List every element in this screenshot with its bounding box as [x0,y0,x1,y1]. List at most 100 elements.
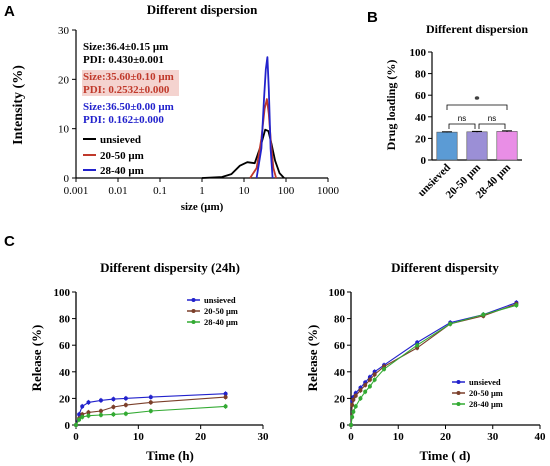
chart-c2-xtick-label: 20 [440,431,452,443]
chart-c2-data-point [358,388,363,393]
chart-c2-title: Different dispersity [391,260,499,275]
chart-a-xtick-label: 0.001 [64,185,89,197]
chart-c1-data-point [98,409,103,414]
size-distribution-chart: Different dispersion Intensity (%) size … [11,2,340,213]
chart-c2-data-point [382,367,387,372]
series-line-1 [249,98,277,179]
chart-a-ytick-label: 0 [64,173,70,185]
chart-c1-ytick-label: 80 [59,314,71,326]
chart-a-legend: unsieved 20-50 μm 28-40 μm [83,134,144,177]
chart-c2-data-point [353,393,358,398]
chart-c2-legend: unsieved 20-50 μm 28-40 μm [452,377,503,409]
chart-c2-ytick-label: 80 [334,314,346,326]
chart-c2-data-point [358,396,363,401]
significance-bracket [448,123,476,129]
significance-label: ns [488,114,496,123]
chart-c1-data-point [86,400,91,405]
chart-a-ytick-label: 30 [58,25,70,37]
annotation-20-50-size: Size:35.60±0.10 μm [83,71,174,83]
chart-c1-data-point [80,404,85,409]
chart-c2-data-point [367,384,372,389]
chart-c1-data-point [98,413,103,418]
chart-b-ytick-label: 0 [421,155,427,167]
chart-b-ytick-label: 60 [415,90,427,102]
legend-c2-unsieved-marker [456,380,461,384]
chart-c1-ytick-label: 0 [65,420,71,432]
chart-c2-xtick-label: 40 [535,431,547,443]
legend-c2-28-40-label: 28-40 μm [469,399,503,409]
chart-a-xtick-label: 100 [278,185,295,197]
series-line-2 [255,56,274,179]
chart-c2-data-point [351,409,356,414]
legend-a-20-50-label: 20-50 μm [100,150,144,162]
annotation-28-40-pdi: PDI: 0.162±0.000 [83,114,164,126]
chart-b-ytick-label: 100 [410,47,427,59]
chart-c2-data-point [353,404,358,409]
panel-letter-b: B [367,9,378,26]
chart-c2-xtick-label: 0 [348,431,354,443]
chart-c2-data-point [372,372,377,377]
chart-c1-data-point [148,409,153,414]
legend-a-unsieved-label: unsieved [100,134,141,146]
legend-c1-28-40-marker [191,320,196,324]
significance-label: ns [458,114,466,123]
chart-c1-data-point [80,415,85,420]
chart-c1-data-point [86,413,91,418]
chart-c2-ytick-label: 100 [329,287,346,299]
legend-c1-28-40-label: 28-40 μm [204,317,238,327]
chart-c2-data-point [363,383,368,388]
legend-c1-20-50-marker [191,309,196,313]
chart-b-ytick-label: 40 [415,112,427,124]
chart-c1-data-point [223,391,228,396]
chart-c1-ytick-label: 20 [59,393,71,405]
chart-a-xtick-label: 1000 [317,185,340,197]
chart-b-title: Different dispersion [426,22,528,36]
chart-c1-data-point [77,417,82,422]
panel-letter-c: C [4,233,15,250]
chart-c1-xlabel: Time (h) [146,448,194,463]
chart-c2-ylabel: Release (%) [305,325,320,392]
chart-c2-data-point [372,377,377,382]
release-days-chart: Different dispersity Release (%) Time ( … [305,260,546,463]
chart-c2-data-point [350,403,355,408]
significance-bracket [446,104,508,110]
annotation-28-40-size: Size:36.50±0.00 μm [83,101,174,113]
annotation-20-50-pdi: PDI: 0.2532±0.000 [83,84,170,96]
chart-c1-data-point [223,404,228,409]
chart-c1-xtick-label: 10 [133,431,145,443]
annotation-unsieved-size: Size:36.4±0.15 μm [83,41,168,53]
chart-c2-ytick-label: 40 [334,367,346,379]
chart-c1-data-point [111,405,116,410]
chart-c1-xtick-label: 30 [258,431,270,443]
chart-c1-data-point [74,423,78,427]
legend-c2-20-50-label: 20-50 μm [469,388,503,398]
panel-letter-a: A [4,3,15,20]
chart-c2-data-point [481,312,486,317]
chart-a-ytick-label: 20 [58,74,70,86]
chart-c1-data-point [148,400,153,405]
drug-loading-chart: Different dispersion Drug loading (%) 0 2… [384,22,528,201]
chart-c1-ytick-label: 100 [54,287,71,299]
chart-c2-data-point [514,303,519,308]
chart-c2-data-point [351,397,356,402]
significance-bracket [478,123,506,129]
chart-c2-ytick-label: 0 [340,420,346,432]
chart-c2-xtick-label: 10 [393,431,405,443]
legend-a-28-40-label: 28-40 μm [100,165,144,177]
chart-a-xtick-label: 0.01 [108,185,127,197]
chart-a-annotations: Size:36.4±0.15 μm PDI: 0.430±0.001 Size:… [82,41,179,126]
significance-label: * [474,94,480,106]
chart-c2-ytick-label: 60 [334,340,346,352]
chart-b-ylabel: Drug loading (%) [384,60,398,151]
chart-a-xlabel: size (μm) [181,201,224,213]
chart-c2-xtick-label: 30 [487,431,499,443]
chart-c2-xlabel: Time ( d) [419,448,470,463]
release-24h-chart: Different dispersity (24h) Release (%) T… [29,260,269,463]
legend-c2-28-40-marker [456,402,461,406]
chart-b-ytick-label: 20 [415,133,427,145]
chart-c2-data-point [367,377,372,382]
chart-c1-data-point [98,398,103,403]
bar-1 [466,131,488,161]
chart-c1-data-point [123,411,128,416]
